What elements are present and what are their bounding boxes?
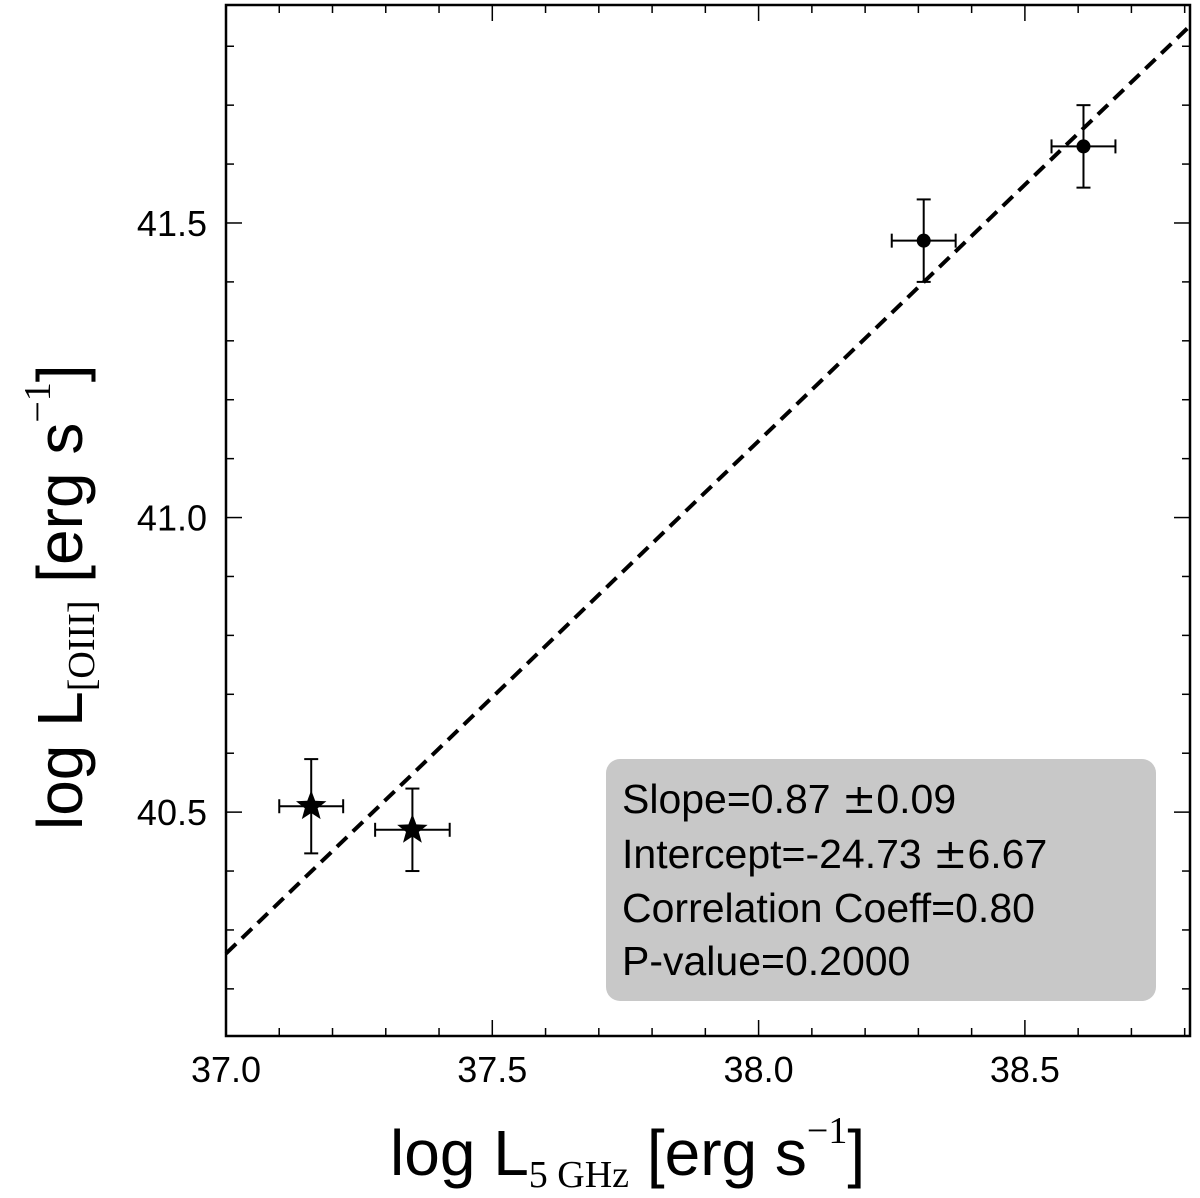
axis-ticks: 37.0 37.5 38.0 38.5 40.5 41.0 41.5: [137, 5, 1190, 1090]
y-tick-label: 41.5: [137, 203, 207, 244]
x-tick-label: 37.5: [457, 1049, 527, 1090]
plot-frame: [224, 3, 1192, 1038]
x-tick-label: 38.5: [990, 1049, 1060, 1090]
circle-marker: [916, 233, 931, 248]
stats-slope: Slope=0.87 ±0.09: [622, 775, 956, 823]
fit-line-group: [224, 24, 1192, 955]
x-tick-label: 38.0: [724, 1049, 794, 1090]
y-tick-label: 40.5: [137, 792, 207, 833]
star-marker: [397, 813, 428, 843]
stats-intercept: Intercept=-24.73 ±6.67: [622, 830, 1047, 878]
stats-pvalue: P-value=0.2000: [622, 938, 910, 984]
y-tick-label: 41.0: [137, 498, 207, 539]
circle-marker: [1076, 139, 1091, 154]
data-points: [278, 104, 1117, 873]
stats-box: Slope=0.87 ±0.09 Intercept=-24.73 ±6.67 …: [606, 759, 1156, 1001]
x-tick-label: 37.0: [191, 1049, 261, 1090]
y-axis-label: log L[OIII] [erg s−1]: [17, 364, 103, 830]
stats-box-background: [606, 759, 1156, 1001]
stats-correlation: Correlation Coeff=0.80: [622, 885, 1035, 931]
fit-line: [224, 24, 1192, 955]
x-axis-label: log L5 GHz [erg s−1]: [390, 1110, 865, 1196]
star-marker: [296, 790, 327, 820]
